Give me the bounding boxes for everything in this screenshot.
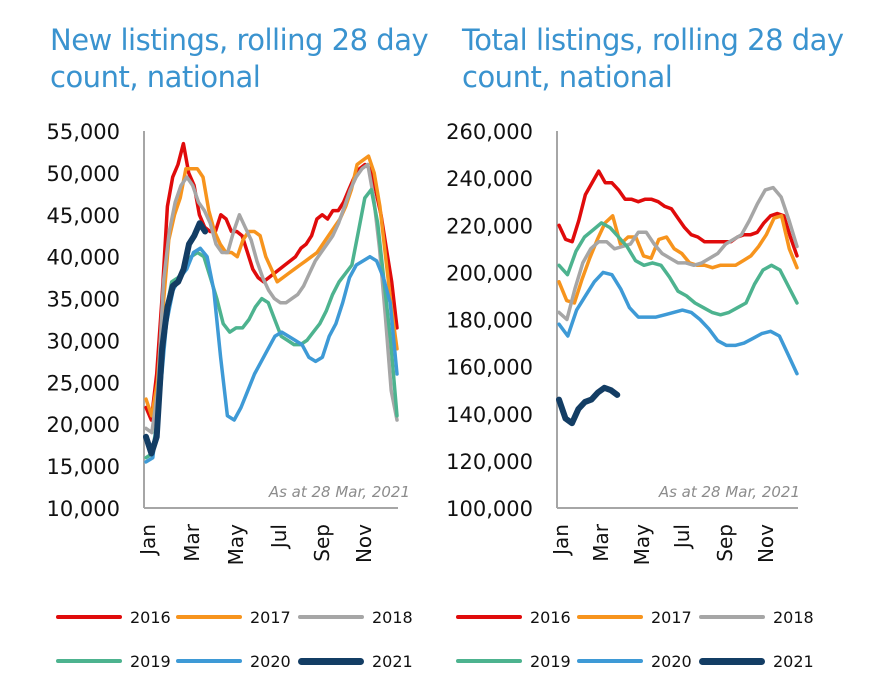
new-listings-y-tick-label: 55,000 bbox=[47, 120, 120, 144]
legend-item-2016: 2016 bbox=[56, 607, 171, 627]
legend-swatch bbox=[456, 659, 522, 663]
total-listings-y-tick-label: 180,000 bbox=[446, 309, 533, 333]
legend-swatch bbox=[298, 657, 364, 665]
new-listings-x-tick-label: May bbox=[224, 524, 248, 566]
new-listings-x-tick-label: Jan bbox=[136, 524, 160, 557]
legend-swatch bbox=[56, 615, 122, 619]
legend-swatch bbox=[456, 615, 522, 619]
chart-title-total-listings: Total listings, rolling 28 day count, na… bbox=[462, 23, 844, 94]
new-listings-x-tick-label: Nov bbox=[352, 524, 376, 563]
new-listings-series-2019 bbox=[144, 187, 399, 460]
legend-label: 2018 bbox=[773, 607, 814, 627]
legend-swatch bbox=[298, 615, 364, 619]
new-listings-y-tick-label: 45,000 bbox=[47, 204, 120, 228]
new-listings-series-2021 bbox=[143, 220, 209, 457]
new-listings-y-tick-label: 30,000 bbox=[47, 329, 120, 353]
total-listings-y-tick-label: 100,000 bbox=[446, 497, 533, 521]
legend-item-2019: 2019 bbox=[56, 651, 171, 671]
total-listings-series-2019 bbox=[557, 221, 799, 317]
legend-label: 2020 bbox=[651, 651, 692, 671]
total-listings-x-tick-label: Jan bbox=[549, 524, 573, 557]
new-listings-series-2017 bbox=[144, 154, 399, 418]
legend-item-2021: 2021 bbox=[699, 651, 814, 671]
total-listings-y-tick-label: 160,000 bbox=[446, 356, 533, 380]
legend-item-2016: 2016 bbox=[456, 607, 571, 627]
legend-label: 2021 bbox=[773, 651, 814, 671]
total-listings-annotation: As at 28 Mar, 2021 bbox=[658, 483, 800, 501]
legend-item-2020: 2020 bbox=[176, 651, 291, 671]
legend-item-2018: 2018 bbox=[699, 607, 814, 627]
legend-swatch bbox=[577, 615, 643, 619]
new-listings-y-tick-label: 35,000 bbox=[47, 288, 120, 312]
legend-label: 2018 bbox=[372, 607, 413, 627]
new-listings-y-tick-label: 20,000 bbox=[47, 413, 120, 437]
legend-label: 2019 bbox=[530, 651, 571, 671]
legend-item-2018: 2018 bbox=[298, 607, 413, 627]
legend-item-2017: 2017 bbox=[577, 607, 692, 627]
new-listings-y-tick-label: 40,000 bbox=[47, 246, 120, 270]
total-listings-series-2016 bbox=[557, 169, 799, 258]
total-listings-y-tick-label: 200,000 bbox=[446, 261, 533, 285]
legend-swatch bbox=[176, 659, 242, 663]
chart-title-new-listings: New listings, rolling 28 day count, nati… bbox=[50, 23, 429, 94]
new-listings-annotation: As at 28 Mar, 2021 bbox=[268, 483, 410, 501]
legend-item-2017: 2017 bbox=[176, 607, 291, 627]
total-listings-series-2021 bbox=[556, 384, 621, 427]
new-listings-y-tick-label: 15,000 bbox=[47, 455, 120, 479]
legend-swatch bbox=[577, 659, 643, 663]
new-listings-y-tick-label: 50,000 bbox=[47, 162, 120, 186]
total-listings-x-tick-label: Mar bbox=[589, 523, 613, 562]
new-listings-y-tick-label: 25,000 bbox=[47, 371, 120, 395]
legend-label: 2016 bbox=[130, 607, 171, 627]
total-listings-y-tick-label: 240,000 bbox=[446, 167, 533, 191]
total-listings-y-tick-label: 260,000 bbox=[446, 120, 533, 144]
total-listings-series-2018 bbox=[557, 185, 799, 322]
total-listings-x-tick-label: Jul bbox=[670, 524, 694, 550]
legend-label: 2016 bbox=[530, 607, 571, 627]
total-listings-x-tick-label: Nov bbox=[754, 524, 778, 563]
new-listings-y-tick-label: 10,000 bbox=[47, 497, 120, 521]
legend-label: 2021 bbox=[372, 651, 413, 671]
new-listings-x-tick-label: Mar bbox=[180, 523, 204, 562]
total-listings-y-tick-label: 120,000 bbox=[446, 450, 533, 474]
new-listings-x-tick-label: Sep bbox=[310, 524, 334, 562]
total-listings-y-tick-label: 220,000 bbox=[446, 214, 533, 238]
total-listings-x-tick-label: Sep bbox=[713, 524, 737, 562]
legend-swatch bbox=[56, 659, 122, 663]
total-listings-series-2020 bbox=[557, 270, 799, 376]
legend-label: 2017 bbox=[651, 607, 692, 627]
legend-swatch bbox=[176, 615, 242, 619]
legend-item-2019: 2019 bbox=[456, 651, 571, 671]
legend-label: 2020 bbox=[250, 651, 291, 671]
legend-swatch bbox=[699, 657, 765, 665]
legend-label: 2017 bbox=[250, 607, 291, 627]
legend-swatch bbox=[699, 615, 765, 619]
new-listings-series-2020 bbox=[144, 246, 399, 464]
total-listings-series-2017 bbox=[557, 214, 799, 305]
new-listings-series-2018 bbox=[144, 162, 399, 435]
legend-label: 2019 bbox=[130, 651, 171, 671]
legend-item-2020: 2020 bbox=[577, 651, 692, 671]
total-listings-x-tick-label: May bbox=[630, 524, 654, 566]
new-listings-x-tick-label: Jul bbox=[267, 524, 291, 550]
legend-item-2021: 2021 bbox=[298, 651, 413, 671]
total-listings-y-tick-label: 140,000 bbox=[446, 403, 533, 427]
